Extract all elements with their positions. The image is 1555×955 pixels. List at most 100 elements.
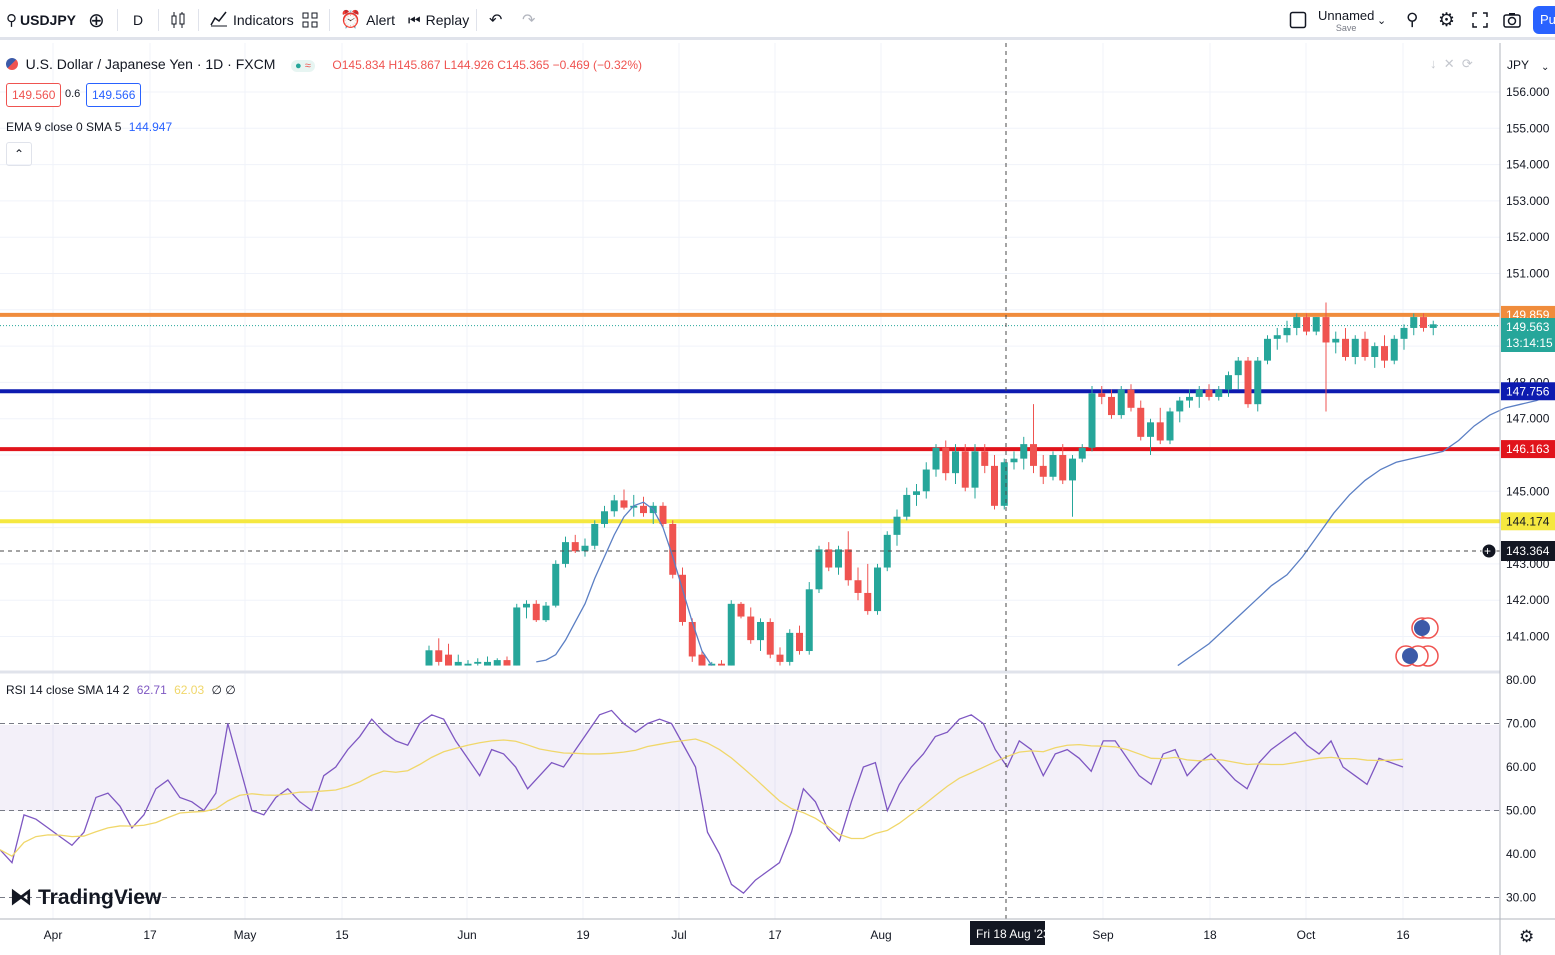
- rsi-tick-label: 70.00: [1506, 717, 1536, 731]
- candle-body: [425, 650, 433, 666]
- crosshair-price-label: + 143.364: [1481, 541, 1555, 561]
- candle-body: [610, 500, 618, 512]
- time-tick-label: May: [234, 928, 257, 942]
- rsi-tick-label: 30.00: [1506, 891, 1536, 905]
- candle-body: [737, 603, 745, 617]
- candle-body: [454, 661, 462, 666]
- buy-button[interactable]: 149.566: [86, 83, 142, 107]
- candle-body: [932, 447, 940, 470]
- candle-body: [1332, 338, 1340, 343]
- candle-body: [747, 616, 755, 641]
- time-axis: Apr 17 May 15 Jun 19 Jul 17 Aug Sep 18 Oct 16: [44, 928, 1410, 942]
- camera-icon[interactable]: [1503, 0, 1521, 40]
- candle-body: [1000, 462, 1008, 506]
- symbol-title: U.S. Dollar / Japanese Yen · 1D · FXCM: [25, 56, 276, 72]
- tradingview-logo: ⧑ TradingView: [10, 884, 162, 909]
- candle-body: [1361, 338, 1369, 357]
- rsi-legend[interactable]: RSI 14 close SMA 14 2 62.71 62.03 ∅ ∅: [6, 683, 236, 697]
- candle-body: [942, 447, 950, 474]
- candle-body: [659, 505, 667, 524]
- templates-icon[interactable]: [301, 0, 319, 40]
- horizontal-line-label: 146.163: [1506, 442, 1550, 456]
- layout-icon[interactable]: [1289, 0, 1307, 40]
- rsi-value: 62.71: [136, 683, 167, 697]
- chevron-down-icon: ⌄: [1541, 62, 1549, 73]
- candles-icon[interactable]: [170, 0, 186, 40]
- candle-body: [1166, 411, 1174, 441]
- candle-body: [1410, 317, 1418, 328]
- candle-body: [854, 580, 862, 593]
- indicators-button[interactable]: Indicators: [210, 0, 294, 40]
- rsi-tick-label: 80.00: [1506, 673, 1536, 687]
- candle-body: [1117, 389, 1125, 416]
- candle-body: [864, 592, 872, 612]
- candle-body: [1147, 422, 1154, 437]
- rsi-line: [0, 709, 1404, 895]
- horizontal-line-label-bg: [1501, 440, 1555, 459]
- rsi-tick-label: 60.00: [1506, 760, 1536, 774]
- interval-button[interactable]: D: [133, 12, 144, 28]
- currency-label: JPY: [1507, 58, 1529, 72]
- symbol-search-button[interactable]: ⚲ USDJPY: [6, 0, 76, 40]
- ema-line: [536, 391, 1555, 667]
- candle-body: [484, 661, 491, 666]
- candle-body: [493, 660, 501, 666]
- time-tick-label: 19: [576, 928, 590, 942]
- sell-button[interactable]: 149.560: [6, 83, 62, 107]
- candle-body: [562, 542, 569, 564]
- candle-body: [718, 663, 725, 666]
- layout-name-button[interactable]: Unnamed Save: [1318, 0, 1374, 40]
- time-tick-label: Jun: [457, 928, 476, 942]
- time-tick-label: Oct: [1297, 928, 1316, 942]
- redo-icon[interactable]: ↷: [522, 12, 536, 29]
- candle-body: [922, 469, 930, 492]
- undo-icon[interactable]: ↶: [489, 12, 503, 29]
- time-tick-label: 17: [768, 928, 782, 942]
- price-tick-label: 141.000: [1506, 630, 1550, 644]
- us-flag-icon: [1414, 620, 1430, 636]
- candle-body: [1264, 338, 1271, 361]
- us-event-flags[interactable]: [1395, 617, 1439, 667]
- candle-body: [913, 491, 920, 495]
- countdown: 13:14:15: [1506, 336, 1553, 350]
- candle-body: [1342, 338, 1349, 357]
- candle-body: [669, 523, 677, 575]
- candle-body: [844, 549, 852, 581]
- candle-body: [542, 605, 550, 621]
- candle-body: [620, 500, 628, 508]
- collapse-legend-button[interactable]: ⌃: [6, 142, 32, 166]
- time-tick-label: Jul: [671, 928, 686, 942]
- ema-legend[interactable]: EMA 9 close 0 SMA 5 144.947: [6, 120, 172, 134]
- ema-value: 144.947: [128, 120, 173, 134]
- rsi-label: RSI 14 close SMA 14 2: [6, 683, 130, 697]
- chart-canvas[interactable]: 156.000 155.000 154.000 153.000 152.000 151.0…: [0, 43, 1555, 955]
- alert-button[interactable]: ⏰ Alert: [340, 0, 395, 40]
- layout-name: Unnamed: [1318, 7, 1375, 23]
- candle-body: [679, 574, 686, 622]
- svg-text:+: +: [1484, 544, 1491, 558]
- fullscreen-icon[interactable]: [1472, 0, 1488, 40]
- candle-body: [1205, 389, 1213, 397]
- ema-line-segment: [1177, 391, 1555, 667]
- candle-body: [1244, 360, 1252, 405]
- candle-body: [581, 545, 589, 552]
- plus-circle-icon: [1481, 543, 1497, 559]
- grid: [0, 43, 1500, 919]
- publish-button[interactable]: Pu: [1533, 6, 1555, 34]
- indicators-label: Indicators: [233, 12, 294, 28]
- candle-body: [601, 511, 608, 524]
- candle-body: [464, 663, 472, 666]
- candle-body: [1195, 389, 1203, 397]
- candle-body: [1088, 393, 1096, 448]
- time-tick-label: 16: [1396, 928, 1410, 942]
- chevron-down-icon[interactable]: ⌄: [1377, 14, 1387, 27]
- plus-circle-icon[interactable]: ⊕: [88, 9, 105, 32]
- candle-body: [688, 621, 696, 657]
- candle-body: [523, 603, 530, 608]
- gear-icon[interactable]: ⚙: [1438, 9, 1456, 31]
- replay-button[interactable]: ⏮ Replay: [408, 0, 469, 40]
- candle-body: [698, 654, 706, 666]
- us-flag-icon: [1402, 648, 1418, 664]
- pane-controls[interactable]: ↓ ✕ ⟳: [1430, 56, 1473, 71]
- quick-search-icon[interactable]: ⚲: [1406, 10, 1419, 29]
